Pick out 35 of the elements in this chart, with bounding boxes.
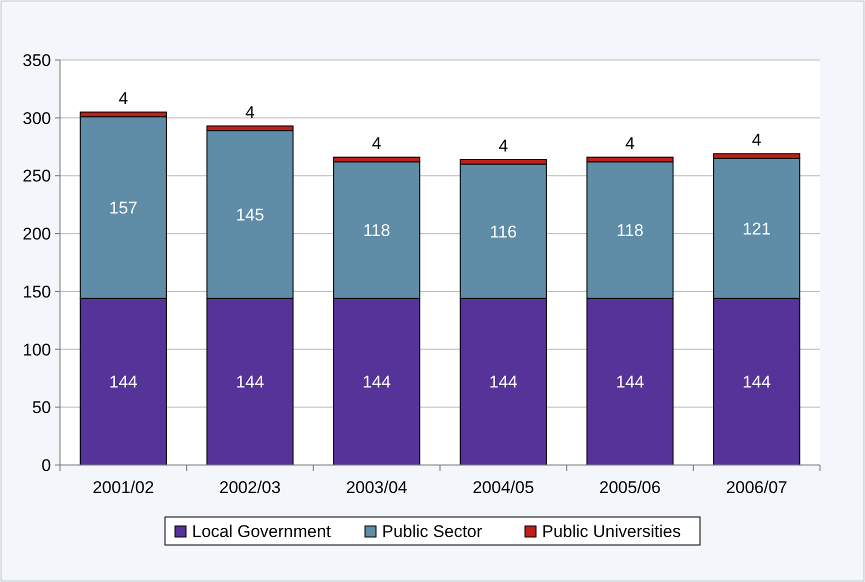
x-tick-label: 2001/02: [92, 478, 154, 497]
data-label: 118: [616, 221, 644, 240]
data-label: 4: [372, 134, 382, 154]
data-label: 118: [363, 221, 390, 240]
data-label: 144: [616, 372, 644, 392]
data-label: 4: [752, 130, 762, 150]
legend-label: Public Sector: [382, 522, 482, 541]
data-label: 145: [236, 205, 264, 224]
legend-label: Public Universities: [542, 522, 681, 541]
data-label: 144: [109, 372, 138, 392]
data-label: 144: [362, 372, 391, 392]
data-label: 4: [625, 134, 635, 154]
data-label: 116: [490, 222, 517, 242]
y-tick-label: 200: [22, 224, 51, 244]
data-label: 121: [742, 219, 771, 238]
data-label: 144: [489, 372, 518, 392]
x-tick-label: 2002/03: [219, 478, 281, 497]
data-label: 144: [236, 372, 264, 392]
y-tick-label: 0: [42, 456, 51, 475]
y-tick-label: 300: [22, 108, 51, 128]
x-tick-label: 2006/07: [726, 478, 788, 497]
y-tick-label: 350: [22, 51, 51, 70]
y-tick-label: 100: [22, 340, 51, 360]
y-tick-label: 150: [22, 282, 51, 302]
data-label: 4: [245, 102, 255, 122]
y-tick-label: 50: [32, 398, 51, 418]
x-tick-label: 2004/05: [472, 478, 534, 497]
data-label: 4: [118, 89, 128, 108]
y-tick-label: 250: [22, 166, 51, 186]
data-label: 4: [498, 136, 508, 156]
data-label: 144: [742, 372, 771, 392]
legend-label: Local Government: [192, 522, 332, 541]
x-tick-label: 2003/04: [346, 478, 408, 497]
data-label: 157: [109, 198, 138, 218]
x-tick-label: 2005/06: [599, 478, 661, 497]
